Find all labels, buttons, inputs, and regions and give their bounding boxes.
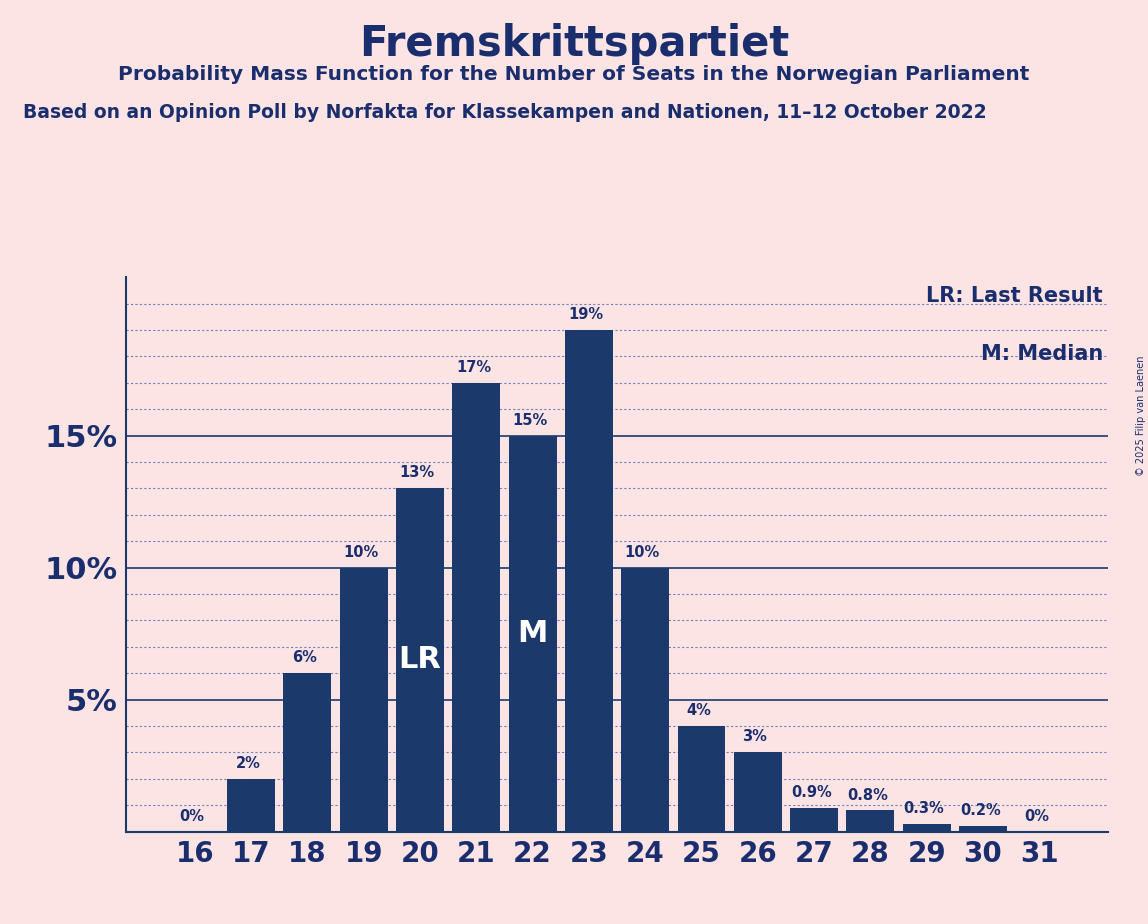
Text: 3%: 3% [743, 729, 767, 745]
Text: Probability Mass Function for the Number of Seats in the Norwegian Parliament: Probability Mass Function for the Number… [118, 65, 1030, 84]
Text: 0.2%: 0.2% [960, 803, 1001, 819]
Bar [284, 674, 332, 832]
Text: 10%: 10% [343, 544, 379, 560]
Text: 0.3%: 0.3% [903, 801, 945, 816]
Text: 0.9%: 0.9% [791, 784, 831, 800]
Bar [734, 752, 782, 832]
Text: 4%: 4% [687, 703, 711, 718]
Bar [959, 826, 1007, 832]
Bar [621, 567, 669, 832]
Text: 0.8%: 0.8% [847, 787, 889, 803]
Text: © 2025 Filip van Laenen: © 2025 Filip van Laenen [1135, 356, 1146, 476]
Bar [846, 810, 894, 832]
Text: Fremskrittspartiet: Fremskrittspartiet [359, 23, 789, 65]
Text: Based on an Opinion Poll by Norfakta for Klassekampen and Nationen, 11–12 Octobe: Based on an Opinion Poll by Norfakta for… [23, 103, 986, 123]
Text: 6%: 6% [292, 650, 317, 665]
Text: LR: Last Result: LR: Last Result [926, 286, 1103, 306]
Bar [452, 383, 501, 832]
Bar [790, 808, 838, 832]
Text: 0%: 0% [179, 808, 204, 823]
Bar [227, 779, 276, 832]
Bar [509, 435, 557, 832]
Text: LR: LR [398, 646, 442, 675]
Text: M: Median: M: Median [980, 344, 1103, 364]
Text: 13%: 13% [400, 466, 435, 480]
Text: M: M [518, 619, 548, 648]
Text: 15%: 15% [512, 413, 548, 428]
Bar [396, 489, 444, 832]
Bar [902, 823, 951, 832]
Text: 17%: 17% [456, 359, 491, 375]
Bar [565, 330, 613, 832]
Text: 0%: 0% [1024, 808, 1049, 823]
Text: 19%: 19% [568, 307, 604, 322]
Text: 10%: 10% [625, 544, 660, 560]
Text: 2%: 2% [235, 756, 261, 771]
Bar [677, 726, 726, 832]
Bar [340, 567, 388, 832]
